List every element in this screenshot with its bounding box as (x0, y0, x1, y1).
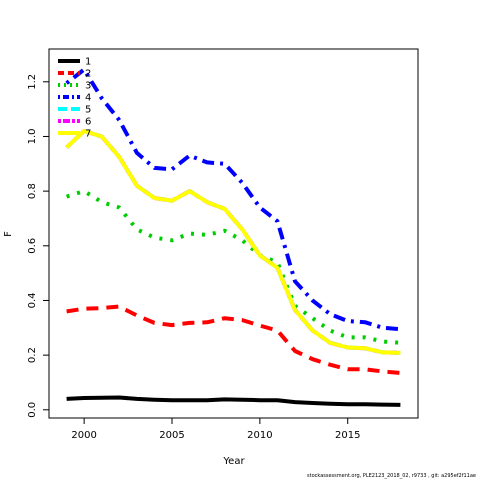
legend-label-4: 4 (85, 93, 91, 104)
footer-text: stockassessment.org, PLE2123_2018_02, r9… (307, 473, 476, 479)
x-tick-label-2015: 2015 (335, 430, 360, 441)
series-4-line (65, 67, 401, 332)
x-tick-label-2005: 2005 (159, 430, 184, 441)
y-axis: 0.0 0.2 0.4 0.6 0.8 1.0 1.2 (27, 74, 49, 418)
x-axis: 2000 2005 2010 2015 (71, 418, 360, 441)
y-tick-label-2: 0.4 (27, 293, 38, 309)
plot-frame (48, 48, 419, 419)
y-axis-label: F (3, 231, 14, 237)
y-tick-label-5: 1.0 (27, 129, 38, 145)
x-axis-label: Year (222, 456, 245, 467)
series-3-line (66, 189, 401, 345)
series-2-line (66, 304, 401, 375)
legend-label-7: 7 (85, 129, 91, 140)
y-tick-label-3: 0.6 (27, 238, 38, 254)
legend-label-5: 5 (85, 105, 91, 116)
y-tick-label-4: 0.8 (27, 183, 38, 199)
legend-label-2: 2 (85, 69, 91, 80)
y-tick-label-0: 0.0 (27, 402, 38, 418)
series-7-line (65, 129, 401, 355)
y-tick-label-6: 1.2 (27, 74, 38, 90)
legend-label-3: 3 (85, 81, 91, 92)
series-1-line (66, 395, 401, 407)
y-tick-label-1: 0.2 (27, 347, 38, 363)
x-tick-label-2000: 2000 (71, 430, 96, 441)
x-tick-label-2010: 2010 (247, 430, 272, 441)
series-layer (65, 67, 401, 407)
legend-label-6: 6 (85, 117, 91, 128)
legend-label-1: 1 (85, 57, 91, 68)
